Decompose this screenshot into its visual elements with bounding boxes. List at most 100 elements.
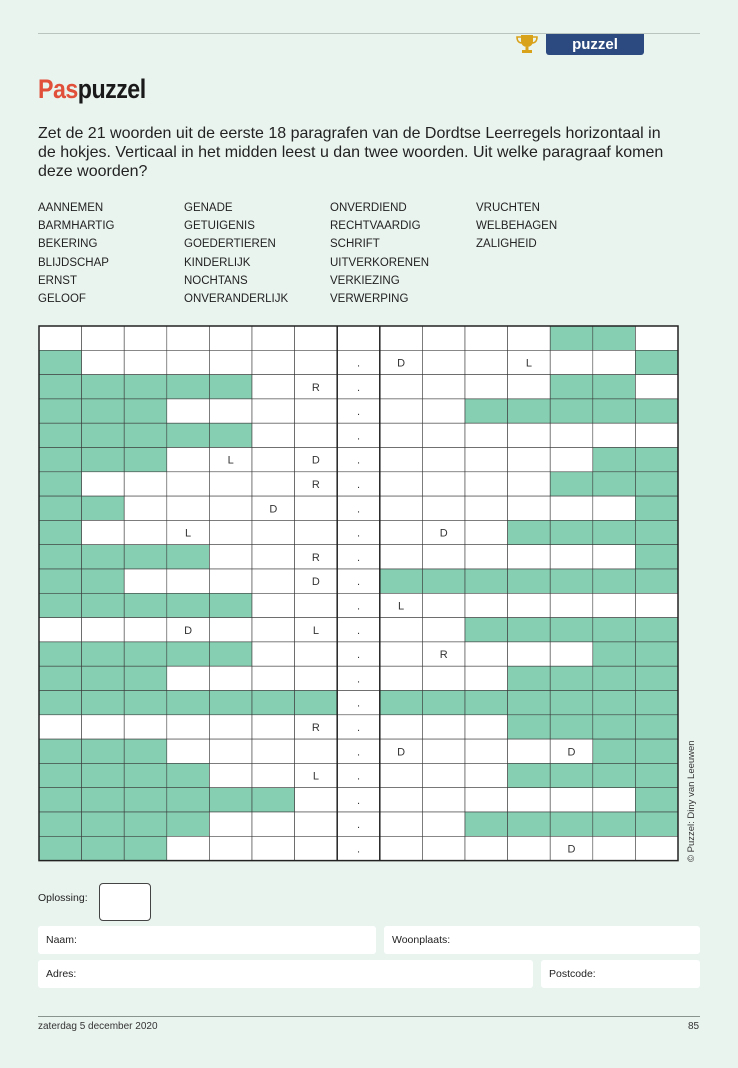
- grid-cell[interactable]: [81, 617, 125, 643]
- grid-cell[interactable]: [123, 714, 168, 740]
- grid-cell[interactable]: [209, 568, 253, 594]
- grid-cell[interactable]: [294, 520, 338, 545]
- grid-cell[interactable]: [507, 835, 551, 861]
- grid-cell[interactable]: [209, 714, 253, 740]
- grid-cell[interactable]: [507, 447, 551, 473]
- grid-cell[interactable]: [251, 714, 295, 740]
- grid-cell[interactable]: [123, 349, 168, 375]
- grid-cell[interactable]: [592, 544, 636, 570]
- grid-cell[interactable]: [336, 544, 381, 570]
- grid-cell[interactable]: [251, 811, 295, 837]
- grid-cell[interactable]: [209, 471, 253, 497]
- grid-cell[interactable]: [251, 422, 295, 448]
- grid-cell[interactable]: [294, 325, 338, 351]
- grid-cell[interactable]: [635, 374, 679, 400]
- grid-cell[interactable]: [507, 325, 551, 351]
- grid-cell[interactable]: [422, 471, 466, 497]
- grid-cell[interactable]: [379, 787, 423, 813]
- grid-cell[interactable]: [464, 787, 508, 813]
- grid-cell[interactable]: [209, 763, 253, 788]
- grid-cell[interactable]: [464, 520, 508, 545]
- grid-cell[interactable]: [379, 738, 423, 764]
- grid-cell[interactable]: [592, 787, 636, 813]
- grid-cell[interactable]: [294, 398, 338, 424]
- grid-cell[interactable]: [549, 495, 594, 521]
- grid-cell[interactable]: [379, 665, 423, 691]
- grid-cell[interactable]: [379, 544, 423, 570]
- grid-cell[interactable]: [549, 422, 594, 448]
- grid-cell[interactable]: [422, 544, 466, 570]
- grid-cell[interactable]: [294, 763, 338, 788]
- grid-cell[interactable]: [81, 714, 125, 740]
- grid-cell[interactable]: [166, 325, 210, 351]
- grid-cell[interactable]: [251, 763, 295, 788]
- grid-cell[interactable]: [507, 495, 551, 521]
- city-field[interactable]: Woonplaats:: [384, 926, 700, 954]
- grid-cell[interactable]: [422, 665, 466, 691]
- grid-cell[interactable]: [549, 349, 594, 375]
- grid-cell[interactable]: [464, 349, 508, 375]
- grid-cell[interactable]: [294, 787, 338, 813]
- grid-cell[interactable]: [209, 738, 253, 764]
- grid-cell[interactable]: [294, 811, 338, 837]
- grid-cell[interactable]: [123, 617, 168, 643]
- grid-cell[interactable]: [379, 495, 423, 521]
- grid-cell[interactable]: [379, 349, 423, 375]
- grid-cell[interactable]: [209, 544, 253, 570]
- grid-cell[interactable]: [422, 592, 466, 618]
- grid-cell[interactable]: [251, 349, 295, 375]
- grid-cell[interactable]: [123, 495, 168, 521]
- grid-cell[interactable]: [336, 325, 381, 351]
- grid-cell[interactable]: [379, 811, 423, 837]
- grid-cell[interactable]: [422, 447, 466, 473]
- grid-cell[interactable]: [209, 398, 253, 424]
- grid-cell[interactable]: [549, 592, 594, 618]
- grid-cell[interactable]: [251, 471, 295, 497]
- grid-cell[interactable]: [379, 714, 423, 740]
- grid-cell[interactable]: [166, 835, 210, 861]
- grid-cell[interactable]: [464, 422, 508, 448]
- grid-cell[interactable]: [422, 398, 466, 424]
- grid-cell[interactable]: [464, 447, 508, 473]
- grid-cell[interactable]: [209, 665, 253, 691]
- grid-cell[interactable]: [38, 325, 82, 351]
- grid-cell[interactable]: [422, 787, 466, 813]
- grid-cell[interactable]: [209, 447, 253, 473]
- grid-cell[interactable]: [294, 641, 338, 667]
- grid-cell[interactable]: [464, 714, 508, 740]
- grid-cell[interactable]: [507, 592, 551, 618]
- grid-cell[interactable]: [379, 835, 423, 861]
- grid-cell[interactable]: [294, 471, 338, 497]
- grid-cell[interactable]: [464, 374, 508, 400]
- grid-cell[interactable]: [507, 787, 551, 813]
- grid-cell[interactable]: [464, 471, 508, 497]
- grid-cell[interactable]: [294, 495, 338, 521]
- grid-cell[interactable]: [635, 325, 679, 351]
- grid-cell[interactable]: [422, 714, 466, 740]
- grid-cell[interactable]: [464, 325, 508, 351]
- grid-cell[interactable]: [166, 471, 210, 497]
- grid-cell[interactable]: [81, 520, 125, 545]
- grid-cell[interactable]: [379, 374, 423, 400]
- puzzle-grid[interactable]: . D LR ...L D .R .D .L. DR .D.. LD L.. R..R.. D DL....…: [38, 325, 680, 862]
- grid-cell[interactable]: [251, 665, 295, 691]
- grid-cell[interactable]: [166, 398, 210, 424]
- grid-cell[interactable]: [251, 544, 295, 570]
- grid-cell[interactable]: [209, 617, 253, 643]
- grid-cell[interactable]: [166, 617, 210, 643]
- grid-cell[interactable]: [422, 835, 466, 861]
- grid-cell[interactable]: [422, 641, 466, 667]
- grid-cell[interactable]: [166, 447, 210, 473]
- grid-cell[interactable]: [507, 641, 551, 667]
- grid-cell[interactable]: [422, 349, 466, 375]
- grid-cell[interactable]: [294, 544, 338, 570]
- grid-cell[interactable]: [379, 471, 423, 497]
- grid-cell[interactable]: [592, 592, 636, 618]
- grid-cell[interactable]: [251, 617, 295, 643]
- grid-cell[interactable]: [251, 447, 295, 473]
- grid-cell[interactable]: [209, 349, 253, 375]
- grid-cell[interactable]: [379, 592, 423, 618]
- grid-cell[interactable]: [635, 422, 679, 448]
- grid-cell[interactable]: [464, 592, 508, 618]
- grid-cell[interactable]: [81, 349, 125, 375]
